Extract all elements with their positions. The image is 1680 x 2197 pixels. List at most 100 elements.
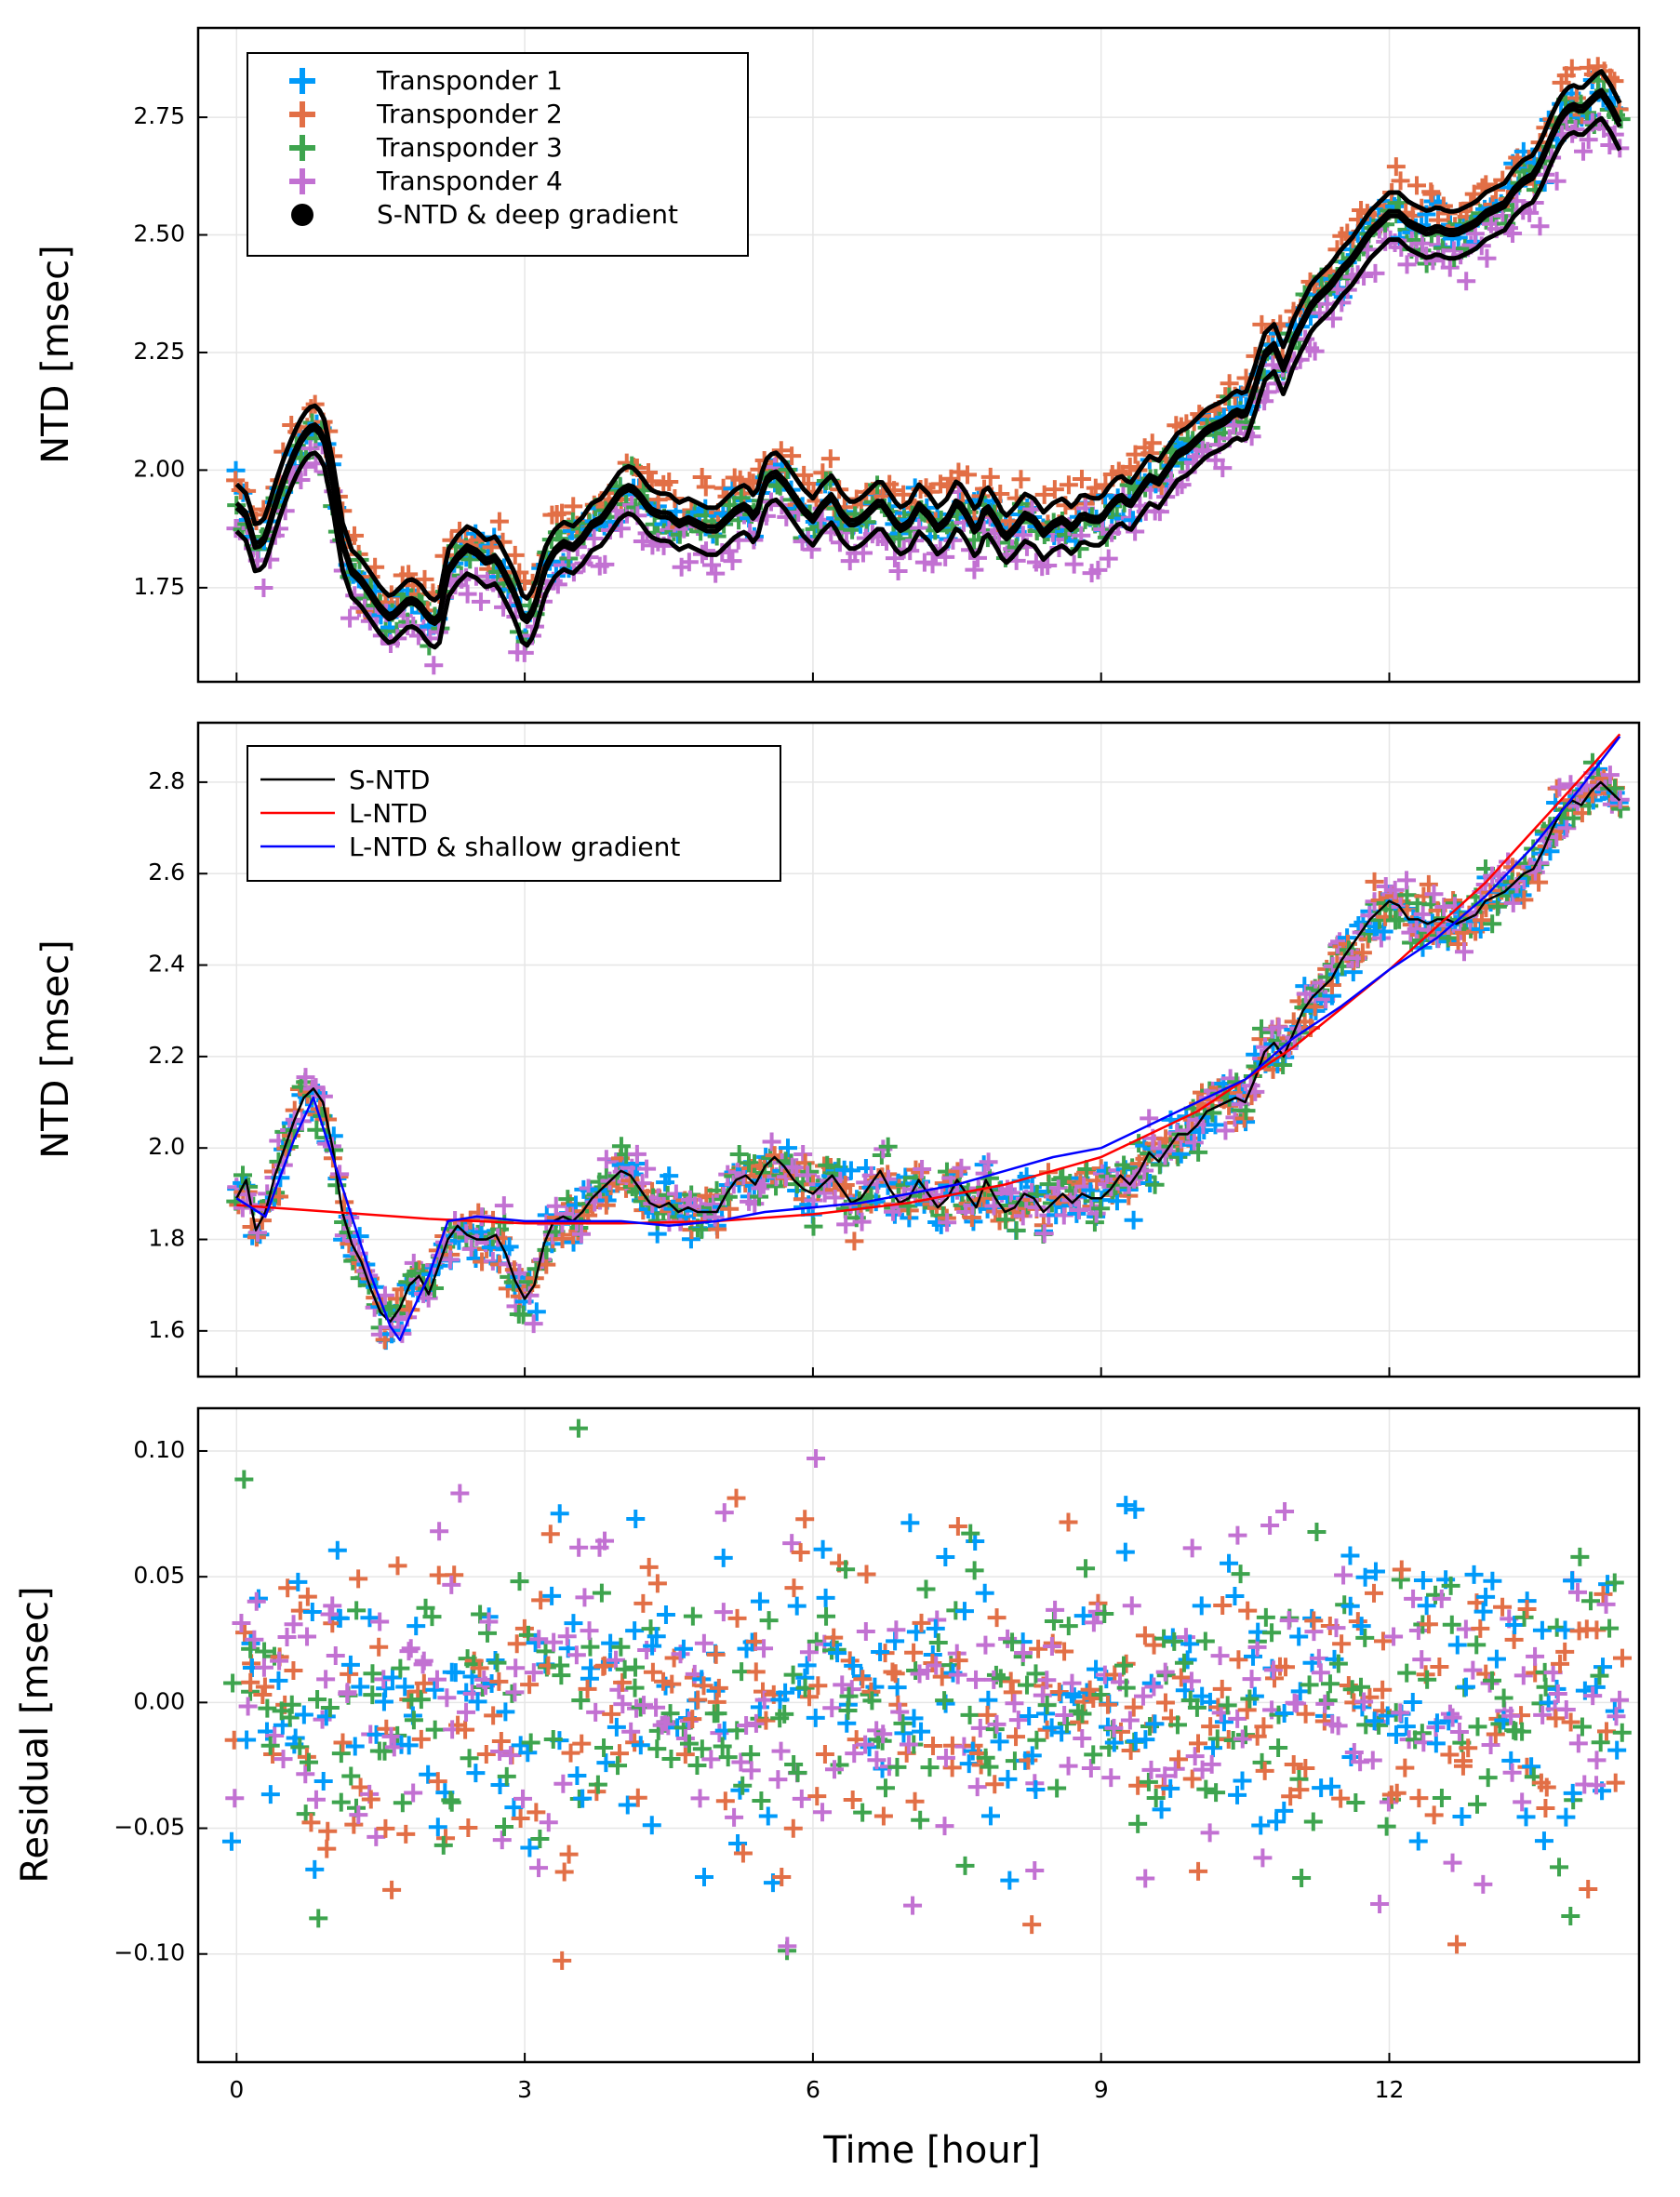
marker-transponder-2 xyxy=(820,449,840,469)
panel-2-legend: S-NTD L-NTD L-NTD & shallow gradient xyxy=(247,745,781,882)
residual-marker-transponder-4 xyxy=(370,1612,390,1631)
transponder-marker xyxy=(233,1165,252,1185)
x-tick-label: 9 xyxy=(1094,2076,1109,2103)
residual-marker-transponder-2 xyxy=(942,1758,962,1778)
marker-transponder-4 xyxy=(514,643,534,662)
residual-marker-transponder-4 xyxy=(338,1683,357,1702)
residual-marker-transponder-3 xyxy=(282,1695,301,1714)
y-tick-label: 1.75 xyxy=(133,573,185,600)
residual-marker-transponder-3 xyxy=(647,1739,667,1759)
residual-marker-transponder-2 xyxy=(873,1806,893,1826)
residual-marker-transponder-3 xyxy=(784,1755,804,1774)
residual-marker-transponder-2 xyxy=(688,1690,708,1710)
residual-marker-transponder-3 xyxy=(935,1691,954,1711)
panel-1-frame xyxy=(196,26,1641,684)
residual-marker-transponder-1 xyxy=(1233,1771,1252,1791)
transponder-marker xyxy=(762,1132,781,1152)
residual-marker-transponder-2 xyxy=(344,1815,364,1834)
residual-marker-transponder-3 xyxy=(487,1653,507,1672)
residual-marker-transponder-2 xyxy=(559,1844,579,1864)
residual-marker-transponder-4 xyxy=(1141,1760,1161,1779)
residual-marker-transponder-2 xyxy=(756,1711,776,1730)
residual-marker-transponder-2 xyxy=(376,1818,395,1838)
residual-marker-transponder-2 xyxy=(1284,1755,1303,1775)
residual-marker-transponder-3 xyxy=(1418,1670,1437,1689)
residual-marker-transponder-2 xyxy=(1471,1618,1490,1638)
legend-l-ntd: L-NTD xyxy=(349,798,428,829)
marker-transponder-4 xyxy=(965,560,984,579)
residual-marker-transponder-1 xyxy=(518,1743,538,1763)
residual-marker-transponder-4 xyxy=(1463,1660,1483,1680)
residual-marker-transponder-4 xyxy=(1228,1525,1247,1545)
residual-marker-transponder-3 xyxy=(568,1418,588,1438)
residual-marker-transponder-4 xyxy=(569,1538,589,1557)
residual-marker-transponder-2 xyxy=(1440,1745,1460,1764)
residual-marker-transponder-1 xyxy=(1274,1801,1294,1820)
y-tick-label: 2.50 xyxy=(133,220,185,247)
residual-marker-transponder-4 xyxy=(1315,1694,1335,1713)
panel-residuals: 0 3 6 9 12 −0.10 −0.05 0.00 0.05 0.10 Residual [m… xyxy=(14,1406,1641,2172)
transponder-marker xyxy=(804,1217,823,1236)
residual-marker-transponder-1 xyxy=(1180,1634,1200,1654)
marker-transponder-4 xyxy=(1397,255,1417,274)
residual-marker-transponder-4 xyxy=(580,1621,599,1641)
residual-marker-transponder-2 xyxy=(683,1710,702,1729)
marker-transponder-4 xyxy=(853,543,873,563)
residual-marker-transponder-4 xyxy=(1610,1690,1630,1710)
residual-marker-transponder-2 xyxy=(1124,1698,1143,1717)
residual-marker-transponder-1 xyxy=(446,1663,465,1683)
panel-3-frame xyxy=(196,1406,1641,2064)
residual-marker-transponder-3 xyxy=(1167,1715,1187,1735)
residual-marker-transponder-2 xyxy=(1424,1805,1444,1825)
residual-marker-transponder-1 xyxy=(813,1539,833,1559)
marker-transponder-4 xyxy=(706,564,726,583)
residual-marker-transponder-2 xyxy=(886,1664,905,1684)
residual-marker-transponder-1 xyxy=(567,1765,587,1785)
residual-marker-transponder-4 xyxy=(1014,1644,1033,1663)
residual-marker-transponder-2 xyxy=(783,1818,803,1838)
s-ntd-deep-gradient-curve xyxy=(234,115,1622,650)
residual-marker-transponder-4 xyxy=(1443,1708,1462,1727)
residual-marker-transponder-4 xyxy=(845,1744,864,1764)
transponder-marker xyxy=(553,1229,572,1248)
residual-marker-transponder-1 xyxy=(395,1677,415,1697)
residual-marker-transponder-2 xyxy=(1128,1776,1148,1795)
residual-marker-transponder-3 xyxy=(404,1711,423,1730)
residual-marker-transponder-2 xyxy=(628,1788,647,1807)
residual-marker-transponder-2 xyxy=(746,1662,766,1682)
marker-transponder-2 xyxy=(1407,176,1427,195)
residual-marker-transponder-4 xyxy=(529,1858,549,1878)
residual-marker-transponder-2 xyxy=(1029,1639,1048,1658)
residual-marker-transponder-4 xyxy=(1228,1709,1247,1728)
residual-marker-transponder-3 xyxy=(1059,1617,1078,1636)
residual-marker-transponder-1 xyxy=(360,1608,380,1628)
residual-marker-transponder-2 xyxy=(1296,1758,1315,1778)
legend-s-ntd: S-NTD xyxy=(349,765,431,795)
marker-transponder-2 xyxy=(782,446,802,466)
residual-marker-transponder-1 xyxy=(1522,1757,1541,1777)
residual-marker-transponder-1 xyxy=(1000,1871,1020,1890)
residual-marker-transponder-1 xyxy=(1355,1567,1375,1587)
residual-marker-transponder-3 xyxy=(1490,1714,1510,1734)
residual-marker-transponder-2 xyxy=(1373,1680,1393,1699)
residual-marker-transponder-1 xyxy=(1476,1587,1496,1606)
transponder-marker xyxy=(1081,1180,1100,1200)
residual-marker-transponder-3 xyxy=(795,1678,815,1698)
residual-marker-transponder-4 xyxy=(1287,1694,1307,1713)
residual-marker-transponder-4 xyxy=(967,1670,986,1689)
residual-marker-transponder-4 xyxy=(427,1670,447,1689)
residual-marker-transponder-1 xyxy=(294,1705,313,1724)
transponder-marker xyxy=(1071,1175,1090,1194)
residual-marker-transponder-2 xyxy=(613,1672,633,1692)
panel-2-y-axis-label: NTD [msec] xyxy=(34,939,77,1159)
residual-marker-transponder-1 xyxy=(1220,1553,1239,1573)
residual-marker-transponder-2 xyxy=(1493,1597,1513,1617)
residual-marker-transponder-2 xyxy=(1121,1741,1140,1761)
x-tick-label: 0 xyxy=(229,2076,244,2103)
transponder-marker xyxy=(795,1153,815,1173)
residual-marker-transponder-3 xyxy=(363,1664,382,1684)
residual-marker-transponder-4 xyxy=(381,1726,401,1746)
residual-marker-transponder-2 xyxy=(853,1670,873,1689)
residual-marker-transponder-3 xyxy=(1240,1689,1260,1709)
transponder-marker xyxy=(1514,890,1534,910)
